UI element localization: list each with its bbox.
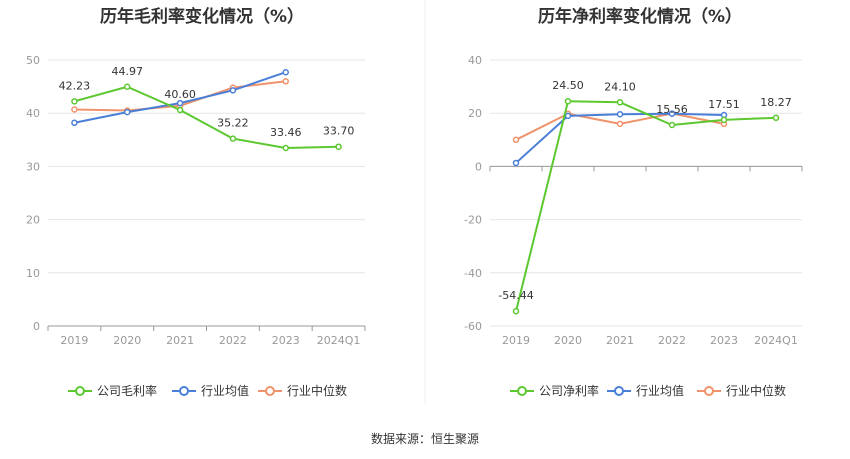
y-tick-label: 10 [26,267,40,280]
data-point-company [282,144,289,152]
y-tick-label: 40 [468,54,482,67]
data-point-median [512,136,520,144]
data-point-company [668,121,676,129]
data-point-company [564,97,572,105]
x-tick-label: 2019 [60,334,88,347]
data-point-average [564,112,572,120]
data-label: 17.51 [708,98,740,111]
data-point-average [512,159,520,167]
data-point-average [282,68,289,76]
x-tick-label: 2021 [606,334,634,347]
data-point-average [176,99,184,107]
data-label: -54.44 [498,289,533,302]
source-note: 数据来源：恒生聚源 [371,431,479,446]
chart-title: 历年净利率变化情况（%） [538,6,742,27]
data-point-median [71,106,78,113]
data-point-average [616,111,624,118]
data-point-company [512,307,520,315]
y-tick-label: 50 [26,54,40,67]
data-point-company [176,106,184,114]
legend-label: 行业中位数 [726,383,786,398]
legend-marker-company [75,386,85,396]
y-tick-label: -20 [464,214,482,227]
data-label: 35.22 [217,117,249,130]
data-label: 44.97 [112,65,144,78]
x-tick-label: 2023 [710,334,738,347]
series-line-company [74,85,339,149]
legend-marker-company [517,386,527,396]
legend-marker-median [265,386,275,396]
legend-marker-median [704,386,714,396]
y-tick-label: 20 [468,107,482,120]
net-margin-chart: 历年净利率变化情况（%） -60 -40 -20 0 20 40 2019 2020 2021 20… [464,6,803,398]
x-tick-label: 2020 [554,334,582,347]
data-label: 24.50 [552,79,584,92]
y-tick-label: 0 [33,320,40,333]
y-tick-label: -60 [464,320,482,333]
data-point-median [616,120,624,128]
y-tick-label: 20 [26,214,40,227]
x-tick-label: 2019 [502,334,530,347]
data-label: 33.70 [323,125,355,138]
legend-label: 行业中位数 [287,383,347,398]
y-tick-label: 0 [475,160,482,173]
y-tick-label: 30 [26,160,40,173]
data-point-median [282,78,289,85]
x-tick-label: 2022 [658,334,686,347]
data-label: 18.27 [760,96,792,109]
legend-marker-average [179,386,189,396]
data-point-company [772,114,780,122]
series-line-company [515,100,777,312]
data-point-company [71,98,78,105]
legend-label: 公司毛利率 [97,383,157,398]
data-label: 40.60 [164,88,196,101]
x-tick-label: 2020 [113,334,141,347]
data-point-average [229,87,237,94]
x-tick-label: 2023 [272,334,300,347]
data-label: 15.56 [656,103,688,116]
data-label: 42.23 [59,79,91,92]
legend-label: 行业均值 [201,383,249,398]
data-point-average [668,110,676,117]
data-point-company [124,83,131,91]
data-point-average [124,108,131,116]
data-point-average [71,119,78,127]
y-tick-label: -40 [464,267,482,280]
x-tick-label: 2022 [219,334,247,347]
legend-label: 公司净利率 [539,383,599,398]
x-tick-label: 2021 [166,334,194,347]
y-tick-label: 40 [26,107,40,120]
data-label: 24.10 [604,80,636,93]
chart-title: 历年毛利率变化情况（%） [100,6,304,27]
legend-marker-average [614,386,624,396]
legend-label: 行业均值 [636,383,684,398]
data-point-company [720,116,728,124]
data-point-company [616,99,624,106]
data-point-company [229,135,237,142]
data-point-company [335,143,342,150]
x-tick-label: 2024Q1 [317,334,361,347]
x-tick-label: 2024Q1 [754,334,798,347]
data-label: 33.46 [270,126,302,139]
gross-margin-chart: 历年毛利率变化情况（%） 0 10 20 30 40 50 2019 2020 2021 2022 2… [26,6,366,398]
